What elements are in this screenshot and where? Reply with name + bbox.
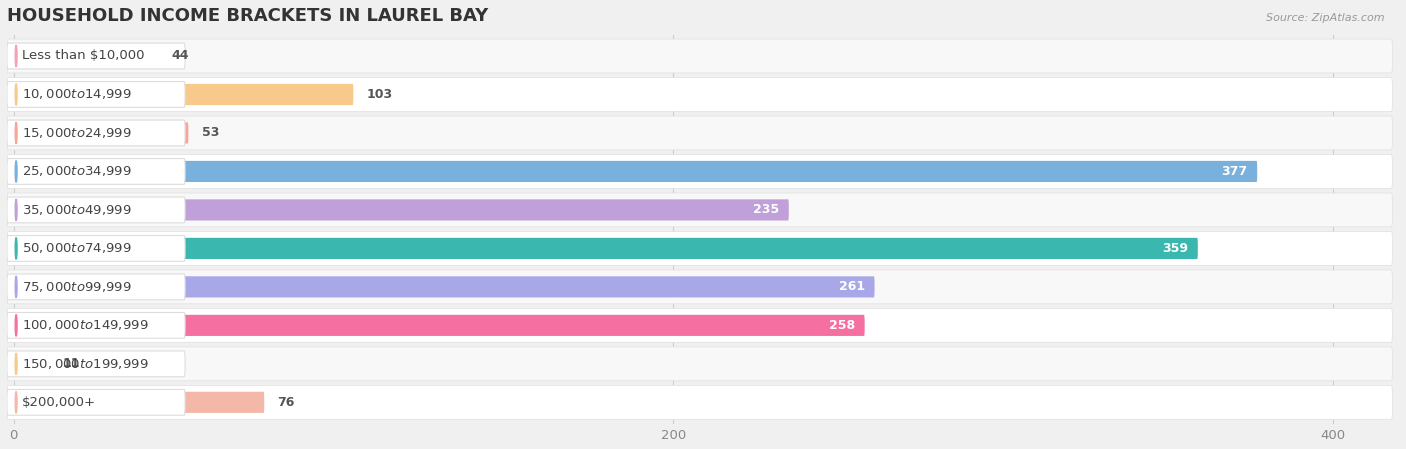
- FancyBboxPatch shape: [14, 84, 353, 105]
- Text: $50,000 to $74,999: $50,000 to $74,999: [22, 242, 132, 255]
- Text: Less than $10,000: Less than $10,000: [22, 49, 145, 62]
- FancyBboxPatch shape: [7, 347, 1392, 381]
- FancyBboxPatch shape: [7, 308, 1392, 342]
- Circle shape: [15, 353, 17, 374]
- Circle shape: [15, 199, 17, 221]
- FancyBboxPatch shape: [7, 120, 186, 146]
- Text: $15,000 to $24,999: $15,000 to $24,999: [22, 126, 132, 140]
- FancyBboxPatch shape: [7, 158, 186, 185]
- Circle shape: [15, 392, 17, 413]
- FancyBboxPatch shape: [7, 274, 186, 300]
- FancyBboxPatch shape: [7, 82, 186, 107]
- Text: $200,000+: $200,000+: [22, 396, 96, 409]
- FancyBboxPatch shape: [14, 199, 789, 220]
- FancyBboxPatch shape: [7, 193, 1392, 227]
- Circle shape: [15, 276, 17, 298]
- Text: $35,000 to $49,999: $35,000 to $49,999: [22, 203, 132, 217]
- Text: $25,000 to $34,999: $25,000 to $34,999: [22, 164, 132, 178]
- Text: 258: 258: [828, 319, 855, 332]
- FancyBboxPatch shape: [7, 78, 1392, 111]
- Circle shape: [15, 122, 17, 144]
- Text: 377: 377: [1222, 165, 1247, 178]
- FancyBboxPatch shape: [7, 154, 1392, 189]
- Text: $100,000 to $149,999: $100,000 to $149,999: [22, 318, 149, 332]
- FancyBboxPatch shape: [14, 353, 49, 374]
- FancyBboxPatch shape: [14, 392, 264, 413]
- FancyBboxPatch shape: [7, 197, 186, 223]
- FancyBboxPatch shape: [14, 161, 1257, 182]
- Text: 76: 76: [277, 396, 295, 409]
- FancyBboxPatch shape: [7, 351, 186, 377]
- Text: 359: 359: [1161, 242, 1188, 255]
- FancyBboxPatch shape: [14, 276, 875, 298]
- FancyBboxPatch shape: [7, 43, 186, 69]
- Circle shape: [15, 161, 17, 182]
- Text: 53: 53: [201, 127, 219, 140]
- Circle shape: [15, 84, 17, 106]
- Text: HOUSEHOLD INCOME BRACKETS IN LAUREL BAY: HOUSEHOLD INCOME BRACKETS IN LAUREL BAY: [7, 7, 488, 25]
- Text: $150,000 to $199,999: $150,000 to $199,999: [22, 357, 149, 371]
- Text: Source: ZipAtlas.com: Source: ZipAtlas.com: [1267, 13, 1385, 23]
- FancyBboxPatch shape: [7, 236, 186, 261]
- FancyBboxPatch shape: [14, 238, 1198, 259]
- FancyBboxPatch shape: [7, 389, 186, 415]
- FancyBboxPatch shape: [7, 385, 1392, 419]
- Text: 44: 44: [172, 49, 190, 62]
- Circle shape: [15, 238, 17, 259]
- FancyBboxPatch shape: [7, 39, 1392, 73]
- FancyBboxPatch shape: [14, 45, 159, 66]
- Text: 11: 11: [63, 357, 80, 370]
- Circle shape: [15, 315, 17, 336]
- FancyBboxPatch shape: [14, 315, 865, 336]
- FancyBboxPatch shape: [7, 232, 1392, 265]
- Text: 261: 261: [838, 280, 865, 293]
- Text: $75,000 to $99,999: $75,000 to $99,999: [22, 280, 132, 294]
- FancyBboxPatch shape: [14, 123, 188, 144]
- FancyBboxPatch shape: [7, 313, 186, 338]
- Text: $10,000 to $14,999: $10,000 to $14,999: [22, 88, 132, 101]
- FancyBboxPatch shape: [7, 270, 1392, 304]
- Text: 235: 235: [752, 203, 779, 216]
- Circle shape: [15, 45, 17, 67]
- FancyBboxPatch shape: [7, 116, 1392, 150]
- Text: 103: 103: [367, 88, 392, 101]
